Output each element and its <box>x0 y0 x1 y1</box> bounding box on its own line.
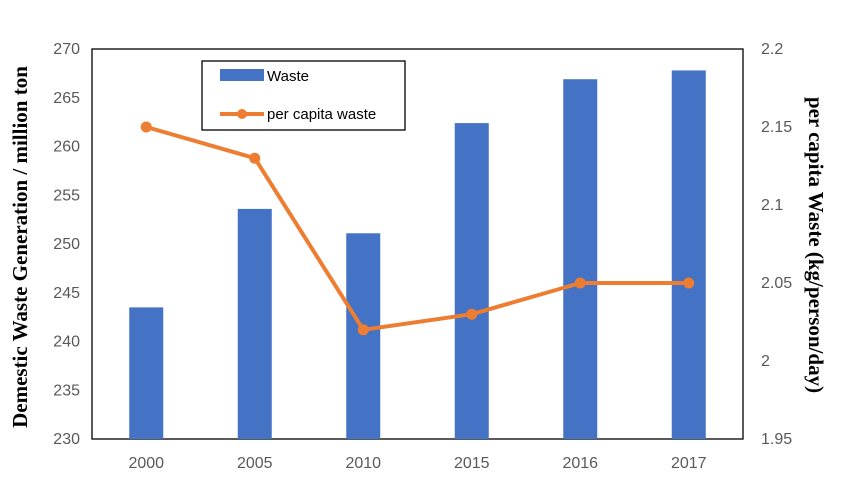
waste-bar <box>454 123 489 439</box>
x-tick-label: 2010 <box>345 455 381 472</box>
y-tick-label: 255 <box>53 187 80 204</box>
y-tick-label: 240 <box>53 334 80 351</box>
per-capita-line <box>145 125 689 332</box>
waste-bar <box>671 70 706 439</box>
y2-axis-title: per capita Waste (kg/person/day) <box>804 97 828 393</box>
y-tick-label: 250 <box>53 236 80 253</box>
per-capita-point <box>140 121 152 133</box>
y2-tick-label: 2.15 <box>761 119 792 136</box>
y-axis-title: Demestic Waste Generation / million ton <box>8 66 32 428</box>
x-tick-label: 2005 <box>237 455 273 472</box>
y-tick-label: 235 <box>53 382 80 399</box>
y-tick-label: 270 <box>53 41 80 58</box>
waste-bar <box>563 79 598 439</box>
y2-tick-label: 2.1 <box>761 197 783 214</box>
waste-bar <box>129 307 164 439</box>
x-tick-label: 2017 <box>671 455 707 472</box>
waste-bars <box>129 70 706 439</box>
per-capita-point <box>466 308 478 320</box>
y-tick-label: 230 <box>53 431 80 448</box>
y2-tick-label: 2.05 <box>761 275 792 292</box>
legend-waste-label: Waste <box>267 68 309 85</box>
x-tick-label: 2015 <box>454 455 490 472</box>
y-tick-label: 245 <box>53 285 80 302</box>
per-capita-point <box>574 277 586 289</box>
legend-per-capita-marker <box>237 109 247 119</box>
x-axis-ticks: 2000 2005 2010 2015 2016 2017 <box>128 455 706 472</box>
x-tick-label: 2016 <box>562 455 598 472</box>
y-tick-label: 260 <box>53 139 80 156</box>
y2-tick-label: 2 <box>761 353 770 370</box>
legend-waste-swatch <box>220 69 264 81</box>
per-capita-line-layer <box>140 121 695 336</box>
waste-bar <box>346 233 381 439</box>
legend: Waste per capita waste <box>201 60 406 131</box>
waste-bar <box>237 208 272 439</box>
per-capita-point <box>357 324 369 336</box>
y-tick-label: 265 <box>53 90 80 107</box>
y-axis-ticks: 230 235 240 245 250 255 260 265 270 <box>53 41 80 448</box>
y2-axis-ticks: 1.95 2 2.05 2.1 2.15 2.2 <box>761 41 792 448</box>
y2-tick-label: 1.95 <box>761 431 792 448</box>
per-capita-point <box>249 152 261 164</box>
per-capita-point <box>683 277 695 289</box>
x-tick-label: 2000 <box>128 455 164 472</box>
plot-area <box>91 48 744 440</box>
y2-tick-label: 2.2 <box>761 41 783 58</box>
legend-per-capita-label: per capita waste <box>267 106 376 123</box>
